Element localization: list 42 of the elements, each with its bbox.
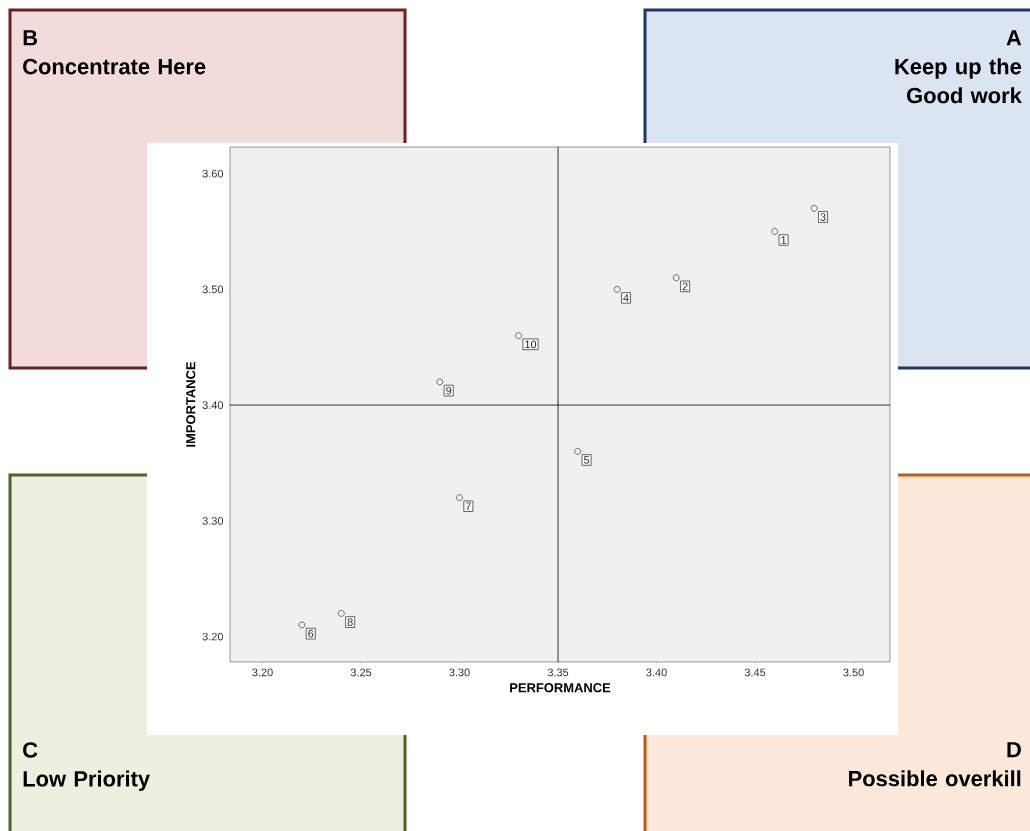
y-tick-label: 3.30 xyxy=(202,516,224,525)
x-tick-label: 3.35 xyxy=(547,668,569,677)
text: D xyxy=(1007,742,1021,758)
point xyxy=(456,494,463,501)
annotation: 5 xyxy=(583,456,590,464)
x-tick-label: 3.45 xyxy=(744,668,766,677)
text: A xyxy=(1006,30,1022,46)
y-tick-label: 3.20 xyxy=(202,632,224,641)
point xyxy=(298,621,306,629)
x-tick-label: 3.40 xyxy=(646,668,667,677)
point xyxy=(672,274,680,282)
text: Low Priority xyxy=(23,770,150,791)
annotation: 6 xyxy=(308,629,314,638)
x-tick-label: 3.25 xyxy=(350,668,372,677)
annotation: 1 xyxy=(781,236,787,244)
annotation: 9 xyxy=(446,386,452,395)
x-tick-label: 3.30 xyxy=(449,668,470,677)
x-axis-title: PERFORMANCE xyxy=(510,683,611,693)
point xyxy=(515,332,522,339)
point xyxy=(613,285,621,293)
text: Concentrate Here xyxy=(23,58,206,75)
text: C xyxy=(23,742,38,758)
text: Possible overkill xyxy=(849,770,1021,787)
y-tick-label: 3.50 xyxy=(202,285,224,294)
x-tick-label: 3.20 xyxy=(252,668,273,677)
annotation: 10 xyxy=(525,340,537,349)
annotation: 3 xyxy=(820,213,826,221)
annotation: 2 xyxy=(682,282,688,291)
point xyxy=(436,378,444,386)
point xyxy=(337,610,345,617)
y-tick-label: 3.60 xyxy=(202,169,224,178)
text: B xyxy=(23,30,38,46)
y-axis-title: IMPORTANCE xyxy=(186,361,196,447)
point xyxy=(771,228,779,235)
point xyxy=(574,448,582,455)
annotation: 7 xyxy=(465,502,471,510)
y-tick-label: 3.40 xyxy=(202,401,224,409)
x-tick-label: 3.50 xyxy=(843,668,864,677)
annotation: 8 xyxy=(347,618,353,626)
text: Keep up the Good work xyxy=(895,58,1022,104)
point xyxy=(810,204,818,212)
annotation: 4 xyxy=(623,294,629,302)
